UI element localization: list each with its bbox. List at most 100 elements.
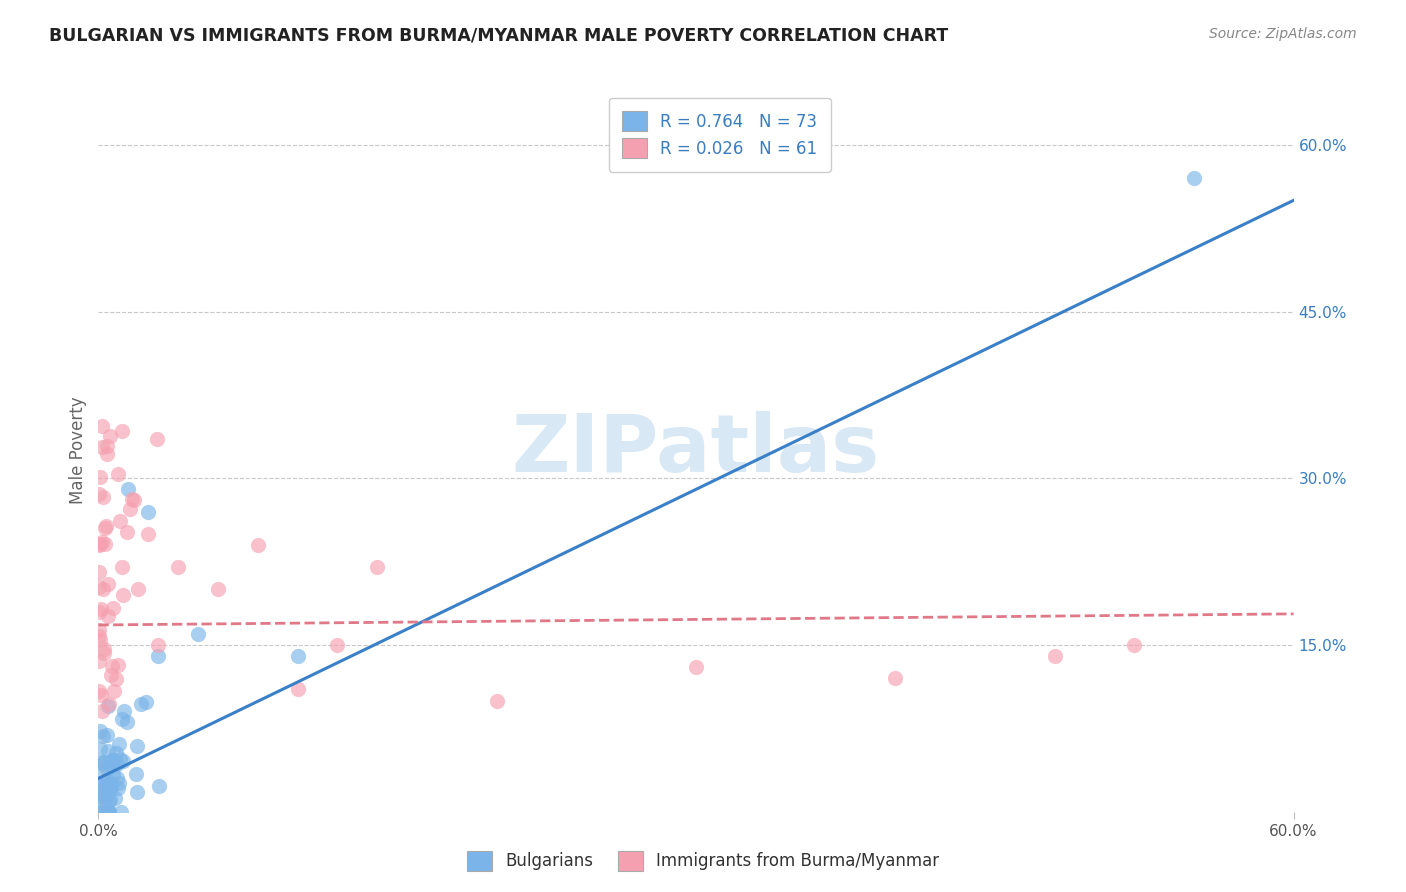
Point [89,632,111,647]
Point [94,779,117,793]
Point [94,778,117,792]
Point [103,753,125,767]
Point [89,581,111,595]
Point [91,704,114,718]
Point [118,502,141,516]
Point [326,638,349,652]
Point [93,641,115,656]
Point [148,638,170,652]
Point [93,646,115,660]
Point [117,714,139,729]
Point [87,777,110,791]
Point [101,601,124,615]
Point [136,526,159,541]
Point [96,447,118,461]
Point [110,805,132,819]
Point [287,682,309,697]
Point [125,766,148,780]
Point [87,538,110,552]
Point [117,524,139,539]
Point [111,560,134,574]
Point [98,791,121,805]
Point [89,537,111,551]
Point [135,694,157,708]
Point [96,787,118,801]
Point [1182,171,1205,186]
Point [107,756,129,771]
Point [148,649,170,664]
Point [90,688,112,702]
Point [93,755,115,769]
Point [90,805,112,819]
Point [97,775,120,789]
Point [111,424,134,438]
Point [121,492,143,507]
Point [100,779,122,793]
Point [884,671,907,685]
Point [93,756,115,770]
Point [97,779,120,793]
Point [87,654,110,668]
Point [103,684,125,698]
Point [101,753,124,767]
Point [685,660,707,674]
Point [94,537,117,551]
Point [105,672,128,686]
Point [97,577,120,591]
Point [366,560,388,574]
Point [104,790,127,805]
Point [96,805,118,819]
Point [87,630,110,644]
Point [125,739,148,754]
Point [125,785,148,799]
Point [94,782,117,797]
Point [96,762,118,776]
Point [105,746,128,760]
Legend: R = 0.764   N = 73, R = 0.026   N = 61: R = 0.764 N = 73, R = 0.026 N = 61 [609,97,831,171]
Point [90,602,112,616]
Point [98,429,121,443]
Y-axis label: Male Poverty: Male Poverty [69,397,87,504]
Point [89,470,111,484]
Point [94,521,117,535]
Point [93,805,115,819]
Point [89,778,111,792]
Point [94,786,117,800]
Point [100,659,122,673]
Point [107,658,129,673]
Point [107,737,129,751]
Point [187,627,209,641]
Point [97,698,120,713]
Point [94,518,117,533]
Point [136,505,159,519]
Point [108,514,131,528]
Point [91,419,114,434]
Point [107,467,129,482]
Point [485,693,508,707]
Point [93,790,115,805]
Point [97,793,120,807]
Point [246,538,269,552]
Point [97,609,120,624]
Point [101,766,124,780]
Text: ZIPatlas: ZIPatlas [512,411,880,490]
Point [148,780,170,794]
Point [91,440,114,454]
Text: Source: ZipAtlas.com: Source: ZipAtlas.com [1209,27,1357,41]
Point [98,782,121,797]
Point [89,723,111,738]
Point [127,582,149,597]
Point [87,683,110,698]
Point [112,704,135,718]
Point [91,490,114,504]
Point [100,667,122,681]
Point [129,697,152,711]
Point [89,624,111,638]
Point [98,805,121,819]
Point [1123,638,1146,652]
Point [89,741,111,756]
Point [98,776,121,790]
Point [124,493,146,508]
Point [98,698,121,712]
Point [146,432,169,446]
